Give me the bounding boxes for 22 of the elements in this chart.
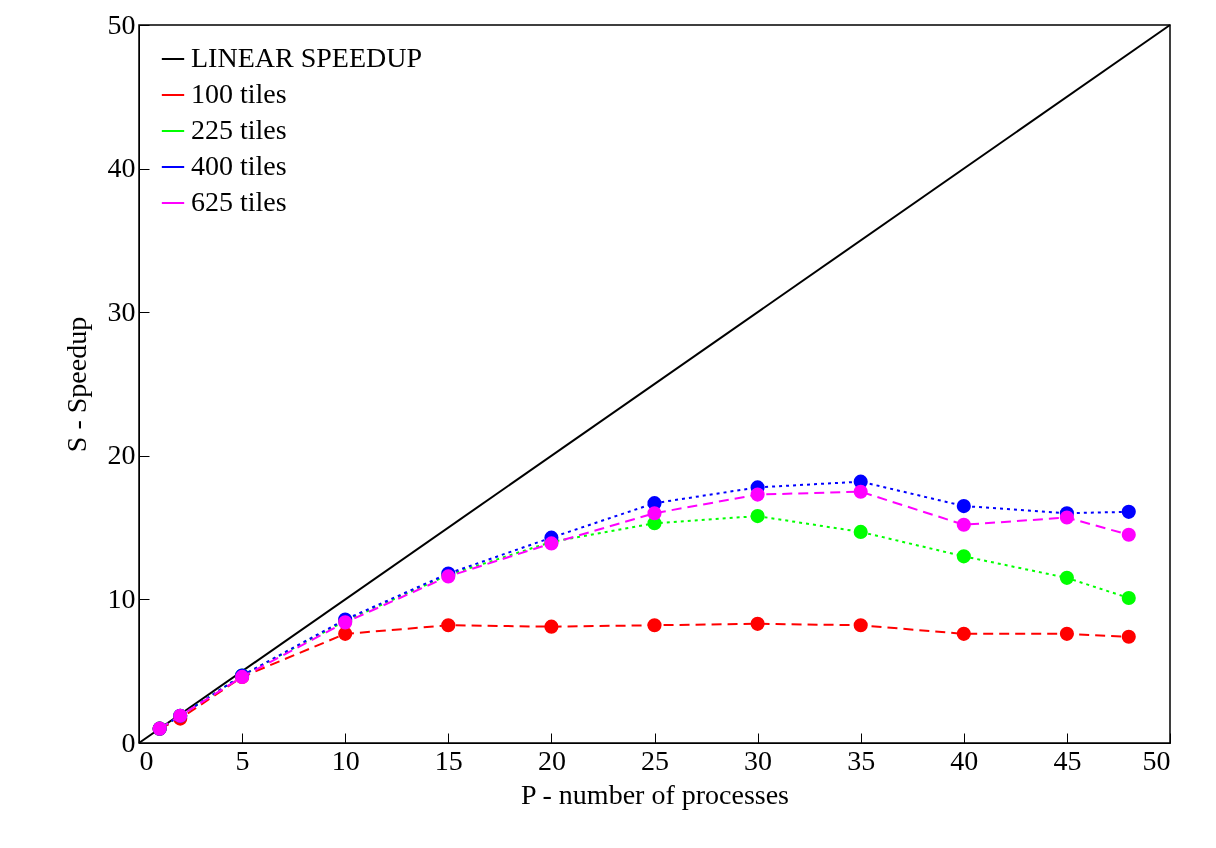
x-tick-label: 35 [847, 744, 876, 776]
x-tick-label: 30 [744, 744, 773, 776]
x-tick-label: 20 [537, 744, 566, 776]
y-axis-title: S - Speedup [60, 316, 92, 453]
x-axis-title: P - number of processes [520, 778, 790, 810]
x-tick-label: 25 [641, 744, 669, 776]
legend-label: 625 tiles [191, 186, 287, 217]
y-tick-label: 50 [107, 8, 136, 40]
x-tick-label: 15 [434, 744, 463, 776]
legend-label: 100 tiles [191, 78, 287, 109]
legend-label: 400 tiles [191, 150, 287, 181]
x-tick-label: 5 [235, 744, 250, 776]
legend-label: 225 tiles [191, 114, 287, 145]
y-tick-label: 10 [107, 582, 136, 614]
legend-label: LINEAR SPEEDUP [191, 42, 423, 73]
x-tick-label: 10 [331, 744, 360, 776]
x-tick-label: 50 [1142, 744, 1171, 776]
y-tick-label: 40 [107, 152, 136, 184]
y-tick-label: 20 [107, 439, 136, 471]
x-tick-label: 40 [950, 744, 979, 776]
y-tick-label: 30 [107, 295, 136, 327]
x-tick-label: 45 [1053, 744, 1082, 776]
